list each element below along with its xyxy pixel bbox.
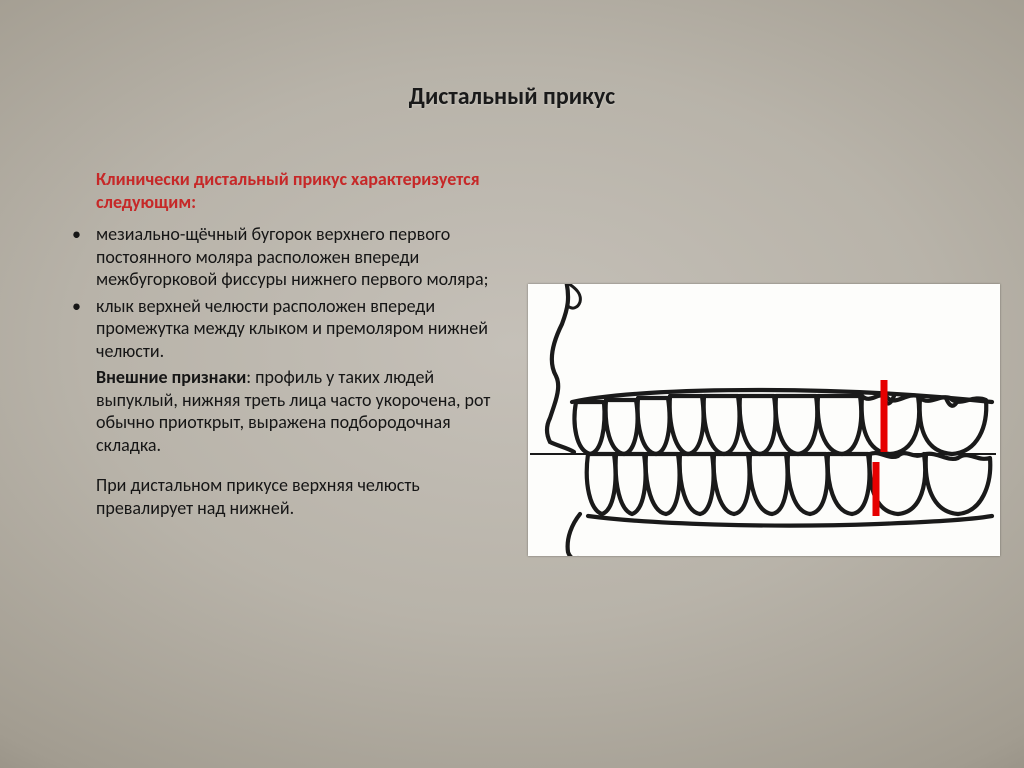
bold-label: Внешние признаки [96, 366, 246, 388]
list-item: мезиально-щёчный бугорок верхнего первог… [62, 223, 492, 291]
teeth-diagram [528, 284, 1000, 556]
paragraph-conclusion: При дистальном прикусе верхняя челюсть п… [62, 474, 492, 519]
slide-title: Дистальный прикус [0, 82, 1024, 111]
lead-text: Клинически дистальный прикус характеризу… [62, 168, 492, 213]
paragraph-signs: Внешние признаки: профиль у таких людей … [62, 366, 492, 456]
list-item: клык верхней челюсти расположен впереди … [62, 295, 492, 363]
text-content: Клинически дистальный прикус характеризу… [62, 168, 492, 537]
bullet-list: мезиально-щёчный бугорок верхнего первог… [62, 223, 492, 362]
